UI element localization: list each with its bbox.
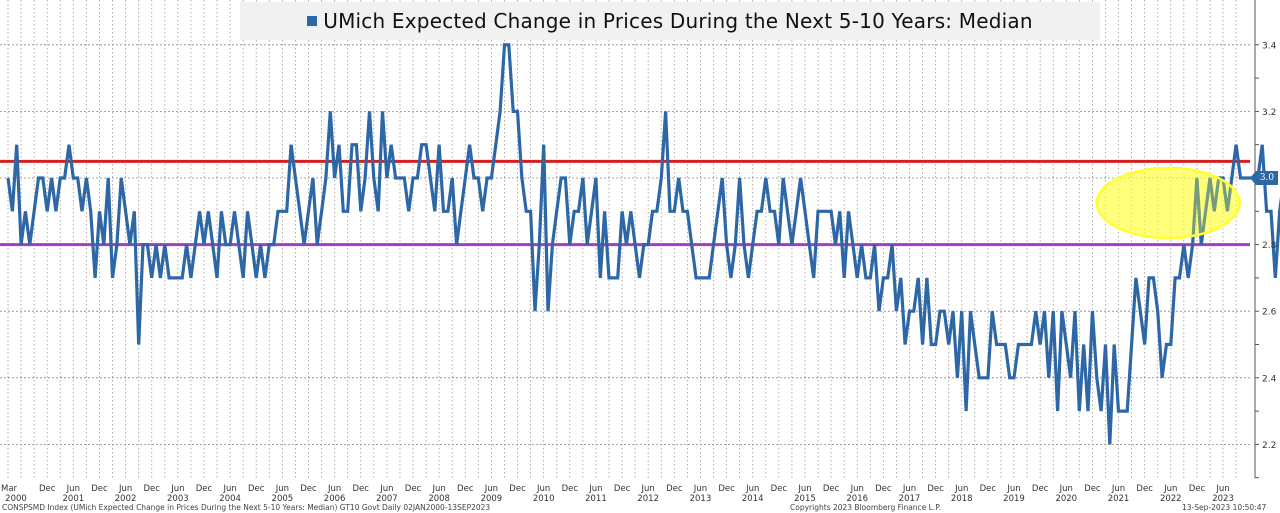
- x-tick-label: Dec: [718, 484, 735, 494]
- x-tick-year: 2002: [115, 494, 137, 504]
- x-tick-label: Dec: [1136, 484, 1153, 494]
- x-tick-year: 2004: [219, 494, 241, 504]
- x-tick-label: Dec: [143, 484, 160, 494]
- y-tick-label: 2.8: [1262, 241, 1277, 251]
- x-tick-label: Jun: [1006, 484, 1020, 494]
- x-tick-year: 2015: [794, 494, 816, 504]
- annotation-overlay: [1095, 166, 1242, 240]
- highlight-ellipse: [1095, 166, 1242, 240]
- chart-legend-title: UMich Expected Change in Prices During t…: [240, 2, 1100, 40]
- x-tick-year: 2010: [533, 494, 555, 504]
- x-tick-label: Jun: [797, 484, 811, 494]
- x-tick-year: 2000: [5, 494, 27, 504]
- x-tick-year: 2013: [690, 494, 712, 504]
- x-tick-label: Dec: [353, 484, 370, 494]
- x-tick-label: Jun: [275, 484, 289, 494]
- x-tick-year: 2001: [63, 494, 85, 504]
- x-tick-label: Dec: [666, 484, 683, 494]
- x-tick-label: Dec: [457, 484, 474, 494]
- y-tick-label: 3.4: [1262, 41, 1277, 51]
- x-tick-label: Dec: [927, 484, 944, 494]
- x-tick-year: 2019: [1003, 494, 1025, 504]
- x-tick-label: Dec: [771, 484, 788, 494]
- y-tick-label: 2.6: [1262, 308, 1277, 318]
- x-tick-label: Jun: [954, 484, 968, 494]
- x-tick-label: Dec: [1189, 484, 1206, 494]
- footer-timestamp: 13-Sep-2023 10:50:47: [1182, 503, 1267, 512]
- x-tick-label: Jun: [66, 484, 80, 494]
- x-tick-year: 2006: [324, 494, 346, 504]
- x-tick-label: Jun: [118, 484, 132, 494]
- x-tick-year: 2021: [1108, 494, 1130, 504]
- y-tick-label: 3.2: [1262, 108, 1276, 118]
- x-tick-label: Jun: [850, 484, 864, 494]
- x-tick-year: 2009: [481, 494, 503, 504]
- x-tick-year: 2017: [899, 494, 921, 504]
- x-tick-label: Dec: [196, 484, 213, 494]
- x-tick-label: Jun: [379, 484, 393, 494]
- x-tick-label: Dec: [823, 484, 840, 494]
- x-tick-label: Dec: [875, 484, 892, 494]
- legend-swatch: [307, 16, 318, 26]
- x-tick-label: Dec: [405, 484, 422, 494]
- x-tick-label: Jun: [327, 484, 341, 494]
- x-tick-label: Dec: [614, 484, 631, 494]
- x-tick-label: Jun: [1163, 484, 1177, 494]
- x-tick-label: Jun: [641, 484, 655, 494]
- x-tick-year: 2005: [272, 494, 294, 504]
- x-tick-label: Dec: [91, 484, 108, 494]
- x-tick-year: 2016: [846, 494, 868, 504]
- x-tick-label: Jun: [484, 484, 498, 494]
- x-tick-label: Dec: [1084, 484, 1101, 494]
- x-tick-label: Jun: [1215, 484, 1229, 494]
- y-axis: 2.2 2.4 2.6 2.8 3.2 3.4: [1254, 0, 1277, 479]
- x-tick-year: 2018: [951, 494, 973, 504]
- x-tick-label: Jun: [432, 484, 446, 494]
- series-line: [6, 43, 1280, 445]
- x-tick-year: 2008: [428, 494, 450, 504]
- x-tick-label: Dec: [1032, 484, 1049, 494]
- x-tick-label: Jun: [588, 484, 602, 494]
- chart-title: UMich Expected Change in Prices During t…: [323, 9, 1033, 33]
- x-tick-label: Jun: [745, 484, 759, 494]
- x-tick-label: Mar: [1, 484, 18, 494]
- x-tick-label: Jun: [170, 484, 184, 494]
- x-tick-year: 2003: [167, 494, 189, 504]
- x-tick-label: Jun: [222, 484, 236, 494]
- footer-source: CONSPSMD Index (UMich Expected Change in…: [2, 503, 491, 512]
- series-layer: [6, 43, 1280, 445]
- x-tick-label: Dec: [39, 484, 56, 494]
- x-tick-label: Dec: [980, 484, 997, 494]
- x-tick-label: Dec: [248, 484, 265, 494]
- y-tick-label: 2.4: [1262, 374, 1277, 384]
- x-tick-label: Dec: [509, 484, 526, 494]
- x-tick-year: 2020: [1055, 494, 1077, 504]
- x-tick-label: Jun: [1111, 484, 1125, 494]
- x-tick-label: Jun: [902, 484, 916, 494]
- x-tick-label: Dec: [562, 484, 579, 494]
- x-tick-year: 2023: [1212, 494, 1234, 504]
- last-value-badge: 3.0: [1250, 171, 1278, 185]
- x-tick-year: 2022: [1160, 494, 1182, 504]
- x-tick-year: 2011: [585, 494, 607, 504]
- x-tick-label: Jun: [1059, 484, 1073, 494]
- x-tick-year: 2007: [376, 494, 398, 504]
- x-tick-label: Jun: [536, 484, 550, 494]
- footer-copyright: Copyrights 2023 Bloomberg Finance L.P.: [790, 503, 941, 512]
- x-tick-label: Jun: [693, 484, 707, 494]
- x-tick-year: 2014: [742, 494, 764, 504]
- y-tick-label: 2.2: [1262, 441, 1276, 451]
- x-tick-label: Dec: [300, 484, 317, 494]
- x-tick-year: 2012: [637, 494, 659, 504]
